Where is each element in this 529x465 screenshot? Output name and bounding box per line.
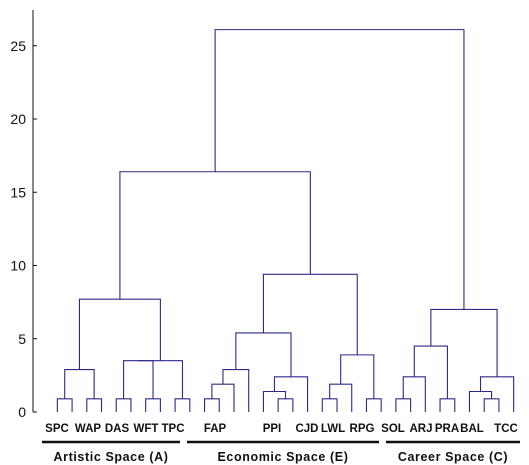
- dendrogram-link: [203, 398, 220, 412]
- dendrogram-link: [115, 398, 132, 412]
- dendrogram-link: [78, 298, 161, 370]
- dendrogram-link: [138, 360, 184, 399]
- dendrogram-link: [439, 398, 456, 412]
- dendrogram-link: [402, 376, 426, 412]
- leaf-label: PPI: [263, 423, 282, 435]
- y-tick-label: 25: [10, 38, 26, 54]
- dendrogram-link: [262, 273, 358, 355]
- leaf-label: TPC: [162, 423, 185, 435]
- dendrogram-link: [64, 368, 95, 399]
- leaf-label: WAP: [75, 423, 102, 435]
- dendrogram-link: [262, 390, 287, 412]
- leaf-label: SOL: [381, 423, 405, 435]
- group-label: Economic Space (E): [218, 450, 349, 464]
- dendrogram-link: [174, 398, 191, 412]
- dendrogram-link: [483, 398, 500, 412]
- dendrogram-link: [211, 383, 235, 412]
- dendrogram-link: [365, 398, 382, 412]
- dendrogram-link: [123, 360, 154, 399]
- leaf-label: SPC: [45, 423, 69, 435]
- dendrogram-link: [119, 171, 311, 300]
- dendrogram-link: [145, 398, 161, 412]
- dendrogram-link: [340, 354, 375, 399]
- dendrogram-link: [479, 376, 515, 412]
- leaf-label: DAS: [105, 423, 130, 435]
- dendrogram-link: [277, 398, 294, 412]
- dendrogram-link: [235, 332, 292, 377]
- dendrogram-link: [321, 398, 338, 412]
- y-tick-label: 5: [18, 331, 26, 347]
- dendrogram-link: [395, 398, 412, 412]
- leaf-label: TCC: [494, 423, 518, 435]
- y-tick-label: 0: [18, 404, 26, 420]
- dendrogram-link: [214, 29, 465, 310]
- leaf-label: LWL: [321, 423, 345, 435]
- group-label: Career Space (C): [398, 450, 508, 464]
- y-tick-label: 20: [10, 111, 26, 127]
- y-tick-label: 15: [10, 184, 26, 200]
- leaf-label: PRA: [435, 423, 459, 435]
- dendrogram-link: [413, 345, 448, 399]
- dendrogram-link: [273, 376, 309, 412]
- dendrogram-link: [430, 308, 498, 377]
- y-tick-label: 10: [10, 258, 26, 274]
- dendrogram-link: [56, 398, 73, 412]
- group-label: Artistic Space (A): [54, 450, 169, 464]
- leaf-label: BAL: [460, 423, 484, 435]
- dendrogram-link: [86, 398, 103, 412]
- leaf-label: FAP: [204, 423, 227, 435]
- dendrogram-link: [468, 390, 493, 412]
- leaf-label: CJD: [295, 423, 318, 435]
- leaf-label: ARJ: [409, 423, 432, 435]
- leaf-label: WFT: [134, 423, 159, 435]
- leaf-label: RPG: [350, 423, 375, 435]
- dendrogram-link: [329, 383, 353, 412]
- dendrogram-link: [222, 368, 250, 412]
